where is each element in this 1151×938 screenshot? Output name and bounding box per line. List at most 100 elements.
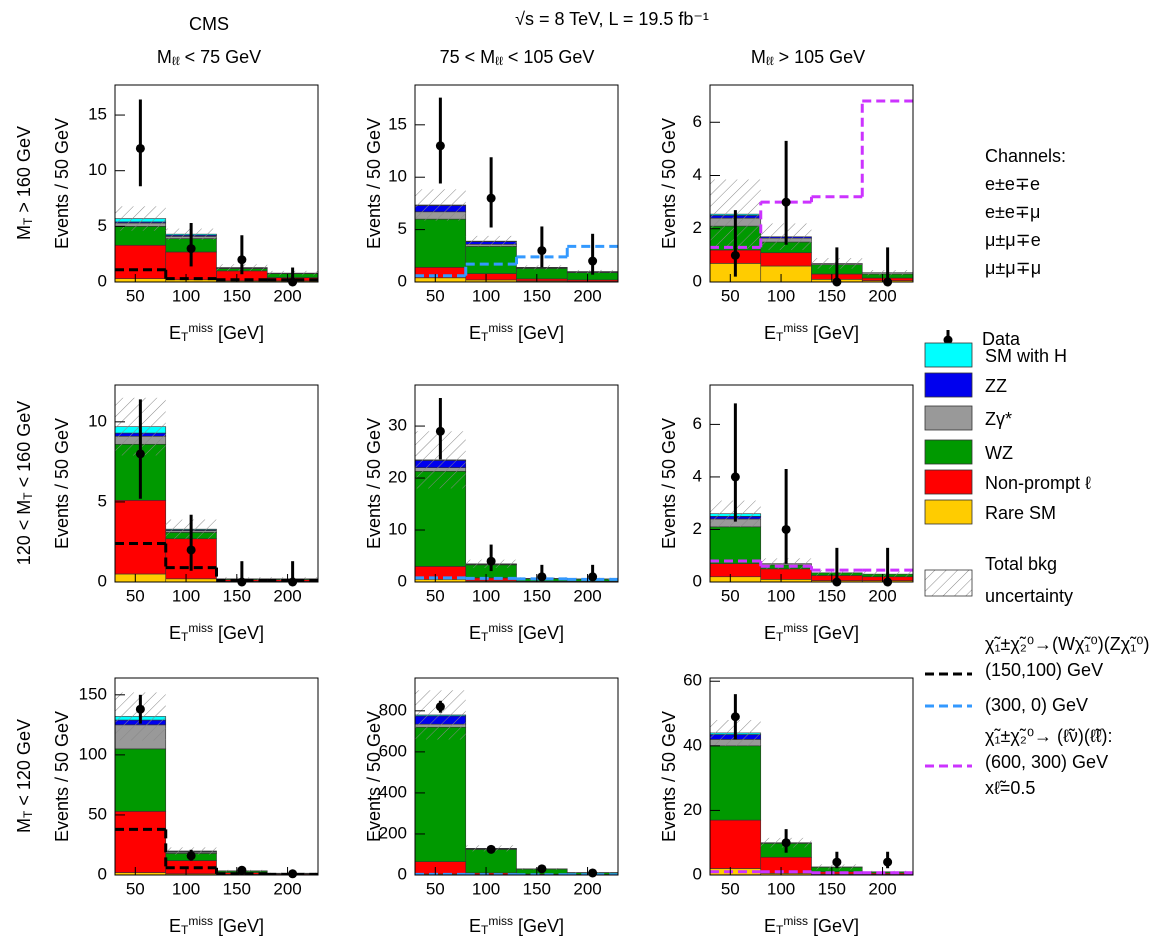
text-part: T	[776, 923, 784, 937]
x-tick-label: 150	[818, 879, 846, 898]
x-tick-label: 100	[767, 879, 795, 898]
legend-label: χ̃₁±χ̃₂⁰→(Wχ̃₁⁰)(Zχ̃₁⁰):	[985, 634, 1151, 654]
data-point	[588, 868, 598, 878]
panel	[115, 206, 318, 282]
column-label: Mℓℓ < 75 GeV	[157, 47, 261, 68]
text-part: miss	[783, 914, 808, 928]
text-part: E	[169, 916, 181, 936]
x-axis-label: ETmiss [GeV]	[764, 321, 859, 344]
text-part: [GeV]	[513, 623, 564, 643]
legend-data-point	[943, 335, 953, 345]
channel: μ±μ∓μ	[985, 258, 1041, 278]
data-point	[588, 572, 598, 582]
data-point	[883, 857, 893, 867]
x-axis-label: ETmiss [GeV]	[469, 621, 564, 644]
y-tick-label: 6	[693, 112, 702, 131]
x-tick-label: 50	[721, 586, 740, 605]
stack-bar	[710, 526, 762, 564]
legend-swatch	[924, 405, 973, 431]
x-tick-label: 50	[126, 586, 145, 605]
x-tick-label: 200	[273, 286, 301, 305]
y-axis-label: Events / 50 GeV	[364, 118, 384, 249]
data-point	[186, 545, 196, 555]
legend-label: Data	[982, 329, 1021, 349]
y-axis-label: Events / 50 GeV	[52, 711, 72, 842]
data-point	[537, 572, 547, 582]
legend-label: (300, 0) GeV	[985, 695, 1088, 715]
data-point	[730, 250, 740, 260]
text-part: [GeV]	[213, 623, 264, 643]
data-point	[186, 851, 196, 861]
data-point	[781, 524, 791, 534]
y-tick-label: 40	[683, 735, 702, 754]
x-tick-label: 200	[273, 586, 301, 605]
row-label: MT > 160 GeV	[14, 126, 35, 240]
text-part: miss	[783, 621, 808, 635]
panel	[710, 99, 913, 282]
y-tick-label: 5	[398, 219, 407, 238]
text-part: E	[469, 623, 481, 643]
column-label: Mℓℓ > 105 GeV	[751, 47, 865, 68]
x-axis-label: ETmiss [GeV]	[169, 321, 264, 344]
y-tick-label: 5	[98, 216, 107, 235]
uncertainty-band	[862, 870, 913, 873]
x-tick-label: 200	[868, 586, 896, 605]
text-part: T	[481, 923, 489, 937]
stack-bar	[115, 748, 167, 812]
y-tick-label: 2	[693, 519, 702, 538]
y-tick-label: 10	[88, 160, 107, 179]
text-part: 75 < M	[440, 47, 496, 67]
text-part: [GeV]	[808, 916, 859, 936]
plot-frame	[709, 384, 914, 583]
text-part: < 120 GeV	[14, 719, 34, 811]
y-tick-label: 30	[388, 416, 407, 435]
text-part: E	[764, 323, 776, 343]
x-axis-label: ETmiss [GeV]	[764, 621, 859, 644]
panel	[415, 189, 618, 282]
x-tick-label: 50	[721, 286, 740, 305]
data-point	[486, 844, 496, 854]
text-part: [GeV]	[213, 916, 264, 936]
plot-frame	[709, 84, 914, 283]
stack-bar	[710, 563, 762, 578]
text-part: M	[157, 47, 172, 67]
y-tick-label: 200	[379, 823, 407, 842]
x-tick-label: 50	[426, 586, 445, 605]
x-tick-label: 100	[172, 879, 200, 898]
text-part: [GeV]	[513, 916, 564, 936]
legend-label: (150,100) GeV	[985, 660, 1103, 680]
text-part: < 160 GeV	[14, 401, 34, 493]
y-axis-label: Events / 50 GeV	[659, 711, 679, 842]
text-part: M	[14, 225, 34, 240]
text-part: T	[776, 330, 784, 344]
data-point	[537, 864, 547, 874]
text-part: T	[181, 923, 189, 937]
data-point	[588, 256, 598, 266]
text-part: < 105 GeV	[503, 47, 595, 67]
plot-frame	[414, 677, 619, 876]
legend-label: SM with H	[985, 346, 1067, 366]
legend-label: uncertainty	[985, 586, 1073, 606]
data-point	[135, 449, 145, 459]
uncertainty-band	[115, 206, 166, 231]
data-point	[486, 193, 496, 203]
x-tick-label: 50	[426, 879, 445, 898]
text-part: miss	[488, 914, 513, 928]
panel	[415, 690, 618, 875]
y-tick-label: 800	[379, 700, 407, 719]
x-tick-label: 100	[767, 286, 795, 305]
x-tick-label: 200	[868, 879, 896, 898]
text-part: E	[169, 323, 181, 343]
y-tick-label: 2	[693, 218, 702, 237]
y-tick-label: 50	[88, 804, 107, 823]
data-point	[237, 255, 247, 265]
text-part: T	[181, 330, 189, 344]
y-axis-label: Events / 50 GeV	[52, 418, 72, 549]
y-tick-label: 10	[388, 520, 407, 539]
x-tick-label: 50	[126, 286, 145, 305]
y-tick-label: 0	[693, 864, 702, 883]
y-axis-label: Events / 50 GeV	[364, 418, 384, 549]
stack-bar	[115, 811, 167, 873]
panel	[710, 500, 913, 582]
y-tick-label: 0	[398, 864, 407, 883]
